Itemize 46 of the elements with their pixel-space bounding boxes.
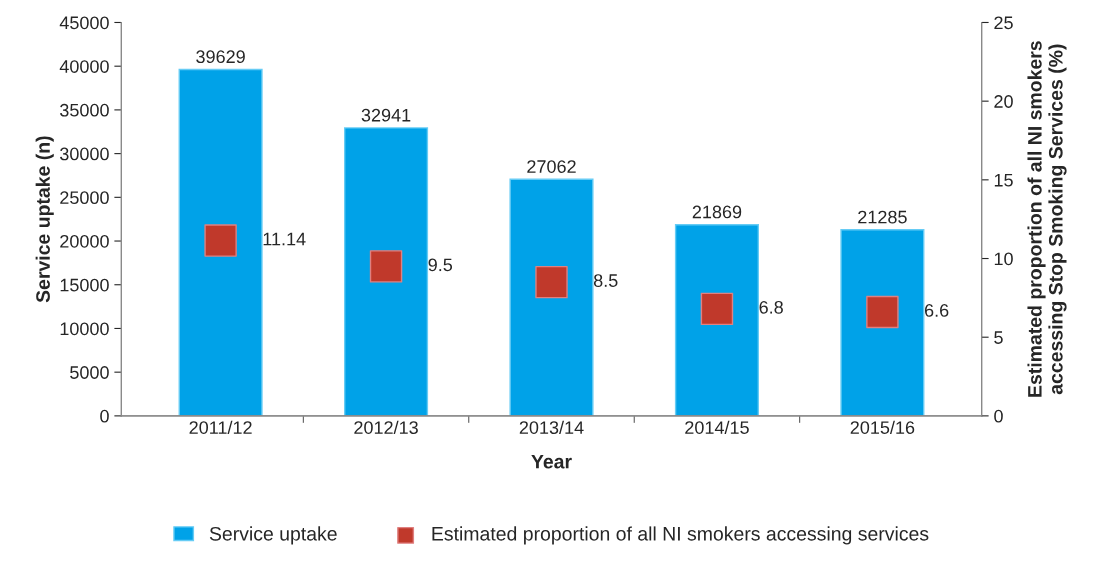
x-tick-label: 2012/13 [354, 420, 418, 434]
y-tick-label: 35000 [60, 103, 109, 117]
y2-tick-label: 5 [994, 331, 1003, 344]
y2-axis-title: Estimated proportion of all NI smokers accessing Stop Smoking Services (%) [1027, 41, 1067, 397]
y2-tick-label: 15 [994, 173, 1013, 187]
data-label: 27062 [527, 160, 576, 173]
bar [178, 68, 263, 416]
legend-label: Service uptake [209, 526, 337, 545]
point [700, 292, 734, 326]
x-tick-label: 2011/12 [189, 420, 252, 434]
y-tick-label: 10000 [60, 322, 109, 336]
y-tick-label: 25000 [60, 191, 109, 205]
data-label: 8.5 [593, 274, 618, 287]
x-tick-label: 2013/14 [519, 420, 584, 434]
data-label: 11.14 [263, 232, 306, 246]
bar [509, 178, 594, 416]
x-tick-label: 2015/16 [850, 420, 915, 434]
y-tick-label: 40000 [59, 60, 109, 73]
point [369, 250, 403, 283]
x-axis-title: Year [531, 454, 572, 469]
y2-tick-label: 25 [994, 16, 1013, 30]
data-label: 21869 [692, 205, 742, 219]
data-label: 6.8 [759, 300, 783, 314]
y-tick-label: 30000 [60, 147, 109, 161]
data-label: 32941 [361, 108, 411, 122]
data-label: 6.6 [924, 304, 949, 317]
legend-label: Estimated proportion of all NI smokers accessing services [432, 526, 929, 545]
point [204, 224, 237, 257]
y-tick-label: 45000 [59, 16, 109, 30]
y-tick-label: 5000 [70, 366, 109, 379]
data-label: 9.5 [428, 258, 453, 272]
y2-tick-label: 20 [994, 95, 1013, 108]
data-label: 39629 [196, 50, 245, 64]
point [866, 295, 899, 329]
y2-tick-label: 0 [994, 409, 1003, 423]
y-tick-label: 0 [100, 409, 109, 423]
y-tick-label: 15000 [60, 278, 109, 292]
bar [343, 127, 429, 416]
y-tick-label: 20000 [60, 234, 109, 248]
bar [840, 229, 925, 416]
x-tick-label: 2014/15 [685, 420, 749, 434]
y2-tick-label: 10 [994, 252, 1013, 266]
bar [674, 224, 760, 416]
y-axis-title: Service uptake (n) [35, 136, 54, 303]
data-label: 21285 [858, 210, 907, 224]
point [535, 265, 568, 299]
